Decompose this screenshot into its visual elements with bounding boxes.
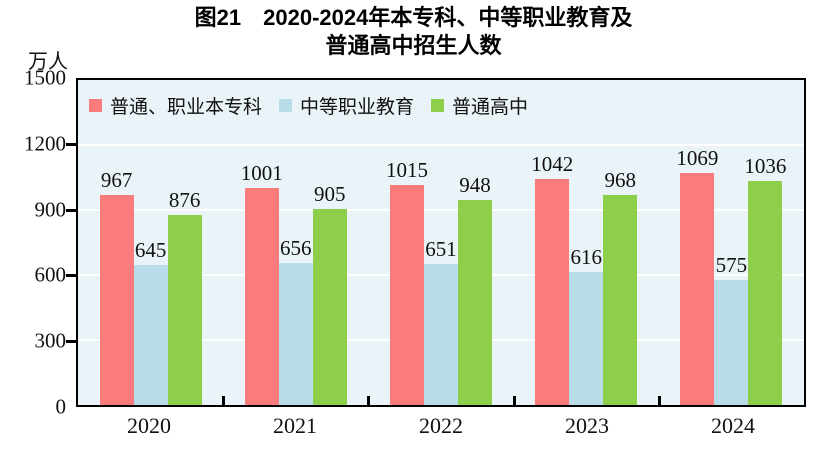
bar-value-label: 1015 [386,158,428,183]
bar-series1-2020: 967 [99,169,134,405]
y-axis-tick-marks [66,78,76,407]
bar-group-2021: 1001 656 905 [223,80,368,405]
legend-item-1: 普通、职业本专科 [89,92,262,119]
x-axis-label-2021: 2021 [273,413,317,438]
y-tick-label: 0 [55,394,67,419]
x-tick-mark [657,396,661,405]
bar-series1-2022: 1015 [386,159,428,405]
gridline [78,144,804,146]
legend: 普通、职业本专科 中等职业教育 普通高中 [89,92,528,119]
x-axis-label-2024: 2024 [711,413,755,438]
bar-value-label: 1036 [744,153,787,178]
bar-group-2024: 1069 575 1036 [659,80,804,405]
bar-value-label: 948 [459,172,491,197]
bar-series2-2020: 645 [133,239,168,405]
bar-series3-2020: 876 [167,189,202,405]
bar-series3-2022: 948 [458,173,492,405]
legend-item-2: 中等职业教育 [279,92,414,119]
bar-group-2020: 967 645 876 [78,80,223,405]
legend-swatch [431,99,445,112]
bar-value-label: 967 [100,168,133,193]
y-tick-mark [66,142,76,146]
y-tick-label: 1500 [24,65,66,90]
legend-label: 普通高中 [452,97,529,118]
bar-series2-2022: 651 [424,237,458,405]
x-axis-labels: 2020 2021 2022 2023 2024 [76,413,806,439]
plot-area: 967 645 876 1001 656 905 1015 651 948 1042 616 968 1… [76,78,806,407]
y-axis-tick-labels: 0 300 600 900 1200 1500 [0,67,68,417]
bar-value-label: 905 [314,181,346,206]
bar-value-label: 616 [570,244,602,269]
y-tick-label: 1200 [24,131,66,156]
bar-series1-2024: 1069 [676,147,718,405]
x-axis-label-2022: 2022 [419,413,463,438]
bar-group-2023: 1042 616 968 [514,80,659,405]
bar-series1-2021: 1001 [241,162,283,405]
bar-value-label: 1042 [531,152,574,177]
bar-value-label: 651 [425,236,457,261]
bar-value-label: 968 [604,168,636,193]
legend-label: 中等职业教育 [300,97,415,118]
x-tick-mark [367,396,371,405]
y-tick-mark [66,208,76,212]
y-tick-label: 900 [34,197,67,222]
y-axis-unit-label: 万人 [28,51,68,73]
y-tick-label: 600 [34,262,67,287]
x-axis-label-2023: 2023 [565,413,609,438]
bar-value-label: 1069 [676,146,719,171]
chart-title: 图21 2020-2024年本专科、中等职业教育及 普通高中招生人数 [0,4,827,60]
bar-series3-2023: 968 [603,169,638,405]
legend-label: 普通、职业本专科 [110,97,263,118]
bar-series2-2024: 575 [714,254,749,405]
legend-swatch [89,99,102,112]
chart-title-line2: 普通高中招生人数 [325,33,502,58]
bar-value-label: 575 [715,253,748,278]
y-tick-mark [66,274,76,278]
y-tick-label: 300 [34,328,67,353]
bar-value-label: 876 [168,188,201,213]
bar-series3-2024: 1036 [744,154,786,405]
legend-item-3: 普通高中 [431,92,528,119]
chart-title-line1: 图21 2020-2024年本专科、中等职业教育及 [194,5,633,30]
bar-value-label: 656 [280,235,312,260]
x-tick-mark [512,396,516,405]
bar-value-label: 645 [134,238,167,263]
bar-series2-2023: 616 [569,245,604,405]
gridline [78,209,804,211]
bar-series1-2023: 1042 [531,153,573,405]
bar-groups: 967 645 876 1001 656 905 1015 651 948 1042 616 968 1… [78,80,804,405]
x-tick-mark [222,396,226,405]
x-axis-label-2020: 2020 [127,413,171,438]
bar-series2-2021: 656 [278,236,313,405]
y-tick-mark [66,340,76,344]
bar-value-label: 1001 [240,161,283,186]
bar-series3-2021: 905 [312,182,347,405]
bar-group-2022: 1015 651 948 [368,80,513,405]
legend-swatch [279,99,293,112]
